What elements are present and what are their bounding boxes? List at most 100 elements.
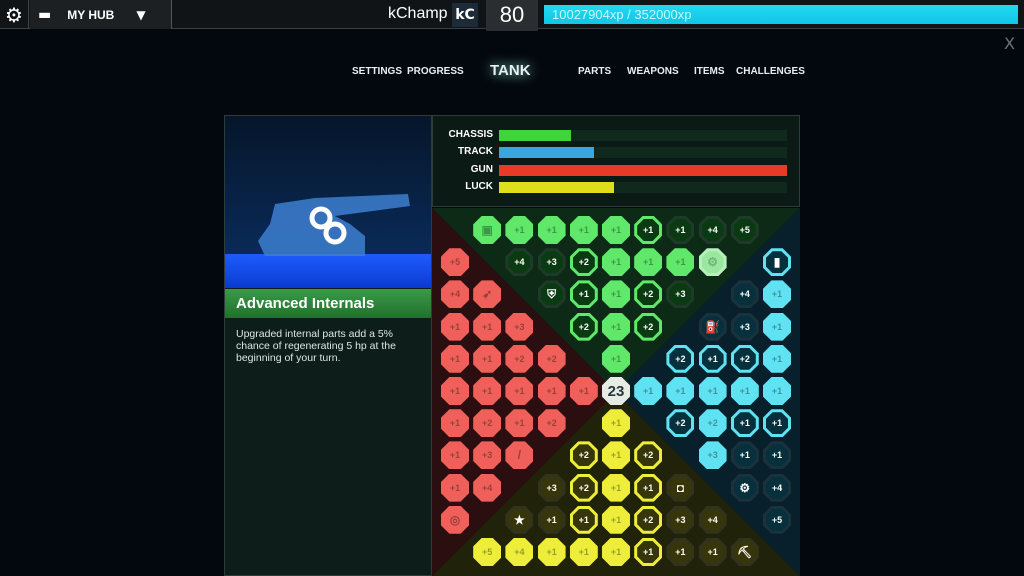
- grid-node-missile[interactable]: /: [505, 441, 534, 470]
- grid-node[interactable]: +1: [569, 216, 598, 244]
- grid-node-barrel[interactable]: ▮: [763, 248, 791, 277]
- grid-node[interactable]: +4: [698, 216, 727, 244]
- tab-weapons[interactable]: WEAPONS: [627, 66, 679, 77]
- tab-tank[interactable]: TANK: [490, 62, 531, 79]
- grid-node[interactable]: 23: [602, 377, 630, 405]
- grid-node[interactable]: +1: [441, 312, 469, 341]
- grid-node[interactable]: +1: [666, 538, 695, 566]
- tab-progress[interactable]: PROGRESS: [407, 66, 464, 77]
- grid-node[interactable]: +1: [634, 473, 663, 502]
- grid-node[interactable]: +2: [634, 312, 663, 341]
- grid-node[interactable]: +1: [730, 441, 759, 470]
- grid-node[interactable]: +2: [634, 280, 663, 309]
- grid-node[interactable]: +1: [698, 344, 727, 373]
- grid-node[interactable]: +1: [537, 505, 566, 534]
- grid-node[interactable]: +2: [666, 409, 695, 438]
- grid-node[interactable]: +1: [602, 441, 630, 470]
- grid-node[interactable]: +1: [505, 216, 534, 244]
- grid-node[interactable]: +1: [537, 377, 566, 405]
- grid-node[interactable]: +1: [473, 377, 502, 405]
- grid-node[interactable]: +1: [666, 377, 695, 405]
- grid-node[interactable]: +3: [666, 280, 695, 309]
- grid-node[interactable]: +3: [698, 441, 727, 470]
- grid-node[interactable]: +1: [602, 505, 630, 534]
- grid-node[interactable]: +1: [441, 409, 469, 438]
- grid-node[interactable]: +3: [473, 441, 502, 470]
- grid-node[interactable]: +5: [763, 505, 791, 534]
- grid-node[interactable]: +1: [537, 538, 566, 566]
- grid-node[interactable]: +1: [763, 312, 791, 341]
- grid-node-fuel[interactable]: ⛽: [698, 312, 727, 341]
- grid-node[interactable]: +4: [441, 280, 469, 309]
- grid-node[interactable]: +4: [505, 538, 534, 566]
- tab-parts[interactable]: PARTS: [578, 66, 612, 77]
- grid-node[interactable]: +5: [473, 538, 502, 566]
- grid-node-pickaxe[interactable]: ⛏: [730, 538, 759, 566]
- grid-node[interactable]: +1: [602, 216, 630, 244]
- grid-node[interactable]: +1: [537, 216, 566, 244]
- grid-node-star[interactable]: ★: [505, 505, 534, 534]
- grid-node[interactable]: +1: [441, 473, 469, 502]
- grid-node[interactable]: +1: [698, 377, 727, 405]
- grid-node-armor[interactable]: ◘: [666, 473, 695, 502]
- grid-node[interactable]: +4: [698, 505, 727, 534]
- grid-node[interactable]: +2: [537, 409, 566, 438]
- grid-node[interactable]: +2: [730, 344, 759, 373]
- grid-node[interactable]: +1: [763, 344, 791, 373]
- grid-node[interactable]: +1: [698, 538, 727, 566]
- grid-node[interactable]: +2: [569, 312, 598, 341]
- grid-node[interactable]: +2: [634, 441, 663, 470]
- grid-node[interactable]: +3: [537, 248, 566, 277]
- grid-node[interactable]: +1: [763, 377, 791, 405]
- grid-node[interactable]: +1: [602, 409, 630, 438]
- grid-node[interactable]: +5: [441, 248, 469, 277]
- grid-node[interactable]: +1: [602, 248, 630, 277]
- grid-node[interactable]: +1: [602, 280, 630, 309]
- grid-node[interactable]: +1: [763, 280, 791, 309]
- grid-node[interactable]: +3: [537, 473, 566, 502]
- grid-node[interactable]: +3: [666, 505, 695, 534]
- grid-node[interactable]: +2: [537, 344, 566, 373]
- grid-node[interactable]: +2: [569, 473, 598, 502]
- grid-node-shield[interactable]: ⛨: [537, 280, 566, 309]
- grid-node[interactable]: +2: [698, 409, 727, 438]
- grid-node[interactable]: +1: [763, 409, 791, 438]
- grid-node[interactable]: +1: [602, 344, 630, 373]
- grid-node[interactable]: +1: [602, 538, 630, 566]
- grid-node[interactable]: +1: [730, 377, 759, 405]
- tab-challenges[interactable]: CHALLENGES: [736, 66, 805, 77]
- grid-node[interactable]: +4: [505, 248, 534, 277]
- grid-node-rocket[interactable]: ➶: [473, 280, 502, 309]
- grid-node[interactable]: +1: [441, 344, 469, 373]
- grid-node[interactable]: +1: [602, 473, 630, 502]
- settings-gear-button[interactable]: ⚙: [0, 0, 29, 29]
- grid-node[interactable]: +3: [505, 312, 534, 341]
- grid-node[interactable]: +1: [473, 312, 502, 341]
- grid-node[interactable]: +1: [763, 441, 791, 470]
- grid-node[interactable]: +2: [666, 344, 695, 373]
- grid-node[interactable]: +1: [634, 377, 663, 405]
- grid-node[interactable]: +1: [505, 377, 534, 405]
- grid-node[interactable]: +1: [730, 409, 759, 438]
- grid-node[interactable]: +2: [505, 344, 534, 373]
- grid-node[interactable]: +1: [505, 409, 534, 438]
- grid-node[interactable]: +1: [634, 248, 663, 277]
- grid-node[interactable]: +2: [634, 505, 663, 534]
- grid-node-engine[interactable]: ⚙: [730, 473, 759, 502]
- grid-node[interactable]: +4: [473, 473, 502, 502]
- grid-node[interactable]: +1: [569, 505, 598, 534]
- grid-node[interactable]: +1: [602, 312, 630, 341]
- grid-node[interactable]: +5: [730, 216, 759, 244]
- grid-node[interactable]: +2: [569, 248, 598, 277]
- grid-node-gears[interactable]: ⚙: [698, 248, 727, 277]
- grid-node-chip[interactable]: ▣: [473, 216, 502, 244]
- grid-node[interactable]: +1: [634, 538, 663, 566]
- grid-node[interactable]: +3: [730, 312, 759, 341]
- grid-node[interactable]: +2: [473, 409, 502, 438]
- grid-node[interactable]: +4: [763, 473, 791, 502]
- grid-node[interactable]: +1: [473, 344, 502, 373]
- hub-dropdown[interactable]: ▬ MY HUB ▼: [30, 0, 172, 29]
- grid-node[interactable]: +1: [634, 216, 663, 244]
- grid-node[interactable]: +1: [569, 377, 598, 405]
- grid-node[interactable]: +1: [569, 538, 598, 566]
